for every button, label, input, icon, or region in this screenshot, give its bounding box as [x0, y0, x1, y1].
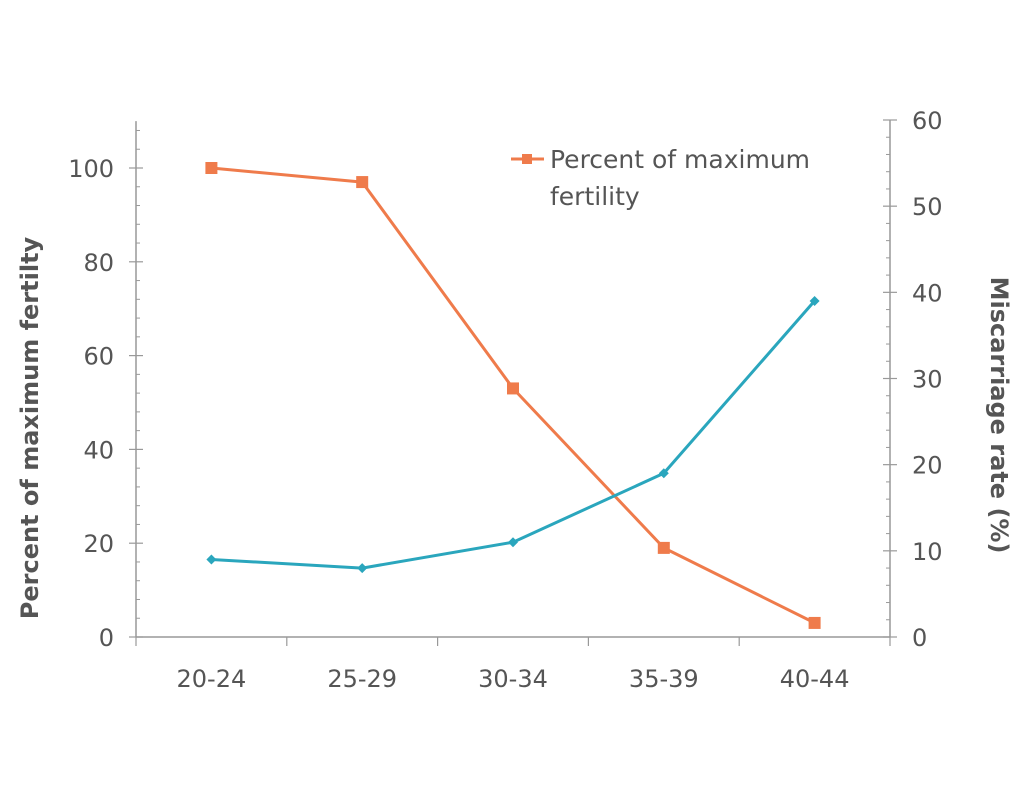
- left-tick-label: 100: [68, 155, 114, 183]
- data-point: [809, 295, 820, 306]
- legend: Percent of maximum fertility: [511, 145, 810, 211]
- data-point: [508, 537, 518, 548]
- right-tick-label: 50: [912, 193, 943, 221]
- x-tick-label: 35-39: [629, 665, 699, 693]
- right-tick-label: 60: [912, 107, 943, 135]
- legend-marker-swatch: [522, 154, 532, 164]
- data-point: [356, 176, 369, 189]
- data-point: [206, 554, 217, 565]
- right-tick-label: 30: [912, 366, 943, 394]
- data-point: [657, 541, 670, 554]
- x-tick-label: 30-34: [478, 665, 548, 693]
- right-tick-label: 10: [912, 538, 943, 566]
- left-axis-title: Percent of maximum fertilty: [16, 236, 44, 619]
- data-point: [357, 563, 368, 574]
- right-tick-label: 0: [912, 624, 927, 652]
- data-point: [658, 468, 669, 479]
- left-tick-label: 40: [83, 436, 114, 464]
- series-layer: [205, 162, 821, 629]
- left-tick-label: 80: [83, 249, 114, 277]
- x-tick-label: 40-44: [780, 665, 850, 693]
- left-tick-label: 0: [99, 624, 114, 652]
- series-0: [205, 162, 821, 629]
- data-point: [507, 382, 519, 395]
- data-point: [205, 162, 218, 174]
- left-tick-label: 60: [83, 343, 114, 371]
- data-point: [808, 616, 821, 629]
- x-tick-label: 25-29: [327, 665, 397, 693]
- legend-label-line-1: Percent of maximum: [550, 145, 810, 174]
- right-tick-label: 20: [912, 452, 943, 480]
- axes: 0 20 40 60 80 100 0 10 20 30 40 50 60 20-24 25-29 30-34…: [68, 107, 942, 693]
- x-tick-label: 20-24: [177, 665, 247, 693]
- legend-label-line-2: fertility: [550, 182, 640, 211]
- series-line: [211, 166, 816, 625]
- left-tick-label: 20: [83, 530, 114, 558]
- right-tick-label: 40: [912, 279, 943, 307]
- series-1: [206, 295, 820, 574]
- right-axis-title: Miscarriage rate (%): [985, 277, 1013, 554]
- series-line: [211, 299, 816, 570]
